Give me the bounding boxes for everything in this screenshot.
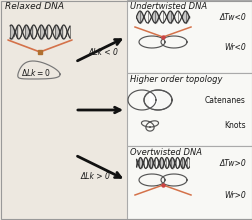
Bar — [127, 0, 252, 73]
Text: Catenanes: Catenanes — [204, 95, 245, 104]
Text: Undertwisted DNA: Undertwisted DNA — [130, 2, 206, 11]
Text: Overtwisted DNA: Overtwisted DNA — [130, 148, 201, 157]
Text: Wr<0: Wr<0 — [223, 42, 245, 51]
Text: ΔLk < 0: ΔLk < 0 — [88, 48, 117, 57]
Text: $\Delta Lk = 0$: $\Delta Lk = 0$ — [21, 66, 51, 77]
Text: Higher order topology: Higher order topology — [130, 75, 222, 84]
Bar — [127, 73, 252, 146]
Text: Knots: Knots — [224, 121, 245, 130]
Bar — [127, 146, 252, 219]
Text: ΔTw<0: ΔTw<0 — [218, 13, 245, 22]
Text: Wr>0: Wr>0 — [223, 191, 245, 200]
Text: ΔLk > 0: ΔLk > 0 — [80, 172, 109, 181]
Text: ΔTw>0: ΔTw>0 — [218, 158, 245, 167]
Text: Relaxed DNA: Relaxed DNA — [6, 2, 64, 11]
